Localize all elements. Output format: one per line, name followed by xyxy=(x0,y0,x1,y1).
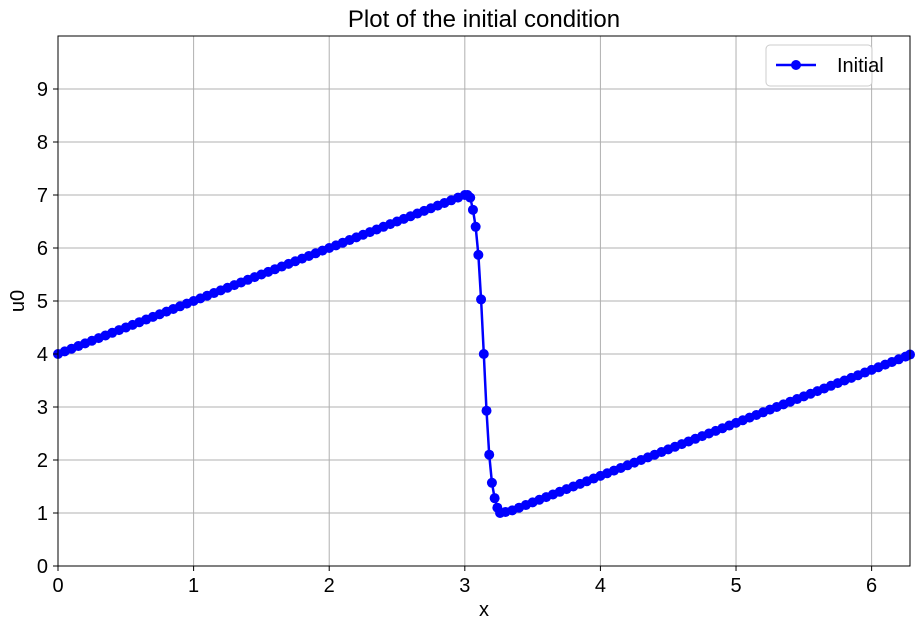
data-point xyxy=(467,204,478,215)
y-tick-label: 1 xyxy=(37,503,48,525)
data-point xyxy=(489,493,500,504)
legend-box xyxy=(765,44,873,87)
y-tick-label: 2 xyxy=(37,450,48,472)
x-tick-label: 0 xyxy=(52,575,63,597)
x-tick-label: 1 xyxy=(188,575,199,597)
data-point xyxy=(484,449,495,460)
x-tick-label: 6 xyxy=(866,575,877,597)
y-axis-label: u0 xyxy=(7,290,29,312)
x-tick-label: 3 xyxy=(459,575,470,597)
y-tick-label: 9 xyxy=(37,79,48,101)
y-tick-label: 4 xyxy=(37,344,48,366)
legend-marker-swatch xyxy=(791,60,801,70)
y-tick-label: 8 xyxy=(37,132,48,154)
data-point xyxy=(476,294,487,305)
y-tick-label: 7 xyxy=(37,185,48,207)
series-layer xyxy=(53,190,915,518)
y-tick-label: 6 xyxy=(37,238,48,260)
data-point xyxy=(465,192,476,203)
data-point xyxy=(481,405,492,416)
data-point xyxy=(470,221,481,232)
data-point xyxy=(486,477,497,488)
x-axis-ticks: 0 1 2 3 4 5 6 xyxy=(52,566,877,597)
data-point xyxy=(473,249,484,260)
x-axis-label: x xyxy=(479,599,489,621)
legend: Initial xyxy=(765,44,884,87)
x-tick-label: 5 xyxy=(730,575,741,597)
y-tick-label: 0 xyxy=(37,556,48,578)
data-point xyxy=(478,349,489,359)
legend-entry-initial: Initial xyxy=(837,55,884,77)
y-tick-label: 5 xyxy=(37,291,48,313)
y-tick-label: 3 xyxy=(37,397,48,419)
y-axis-ticks: 0 1 2 3 4 5 6 7 8 9 xyxy=(37,79,58,578)
chart-title: Plot of the initial condition xyxy=(348,6,620,33)
x-tick-label: 2 xyxy=(324,575,335,597)
x-tick-label: 4 xyxy=(595,575,606,597)
